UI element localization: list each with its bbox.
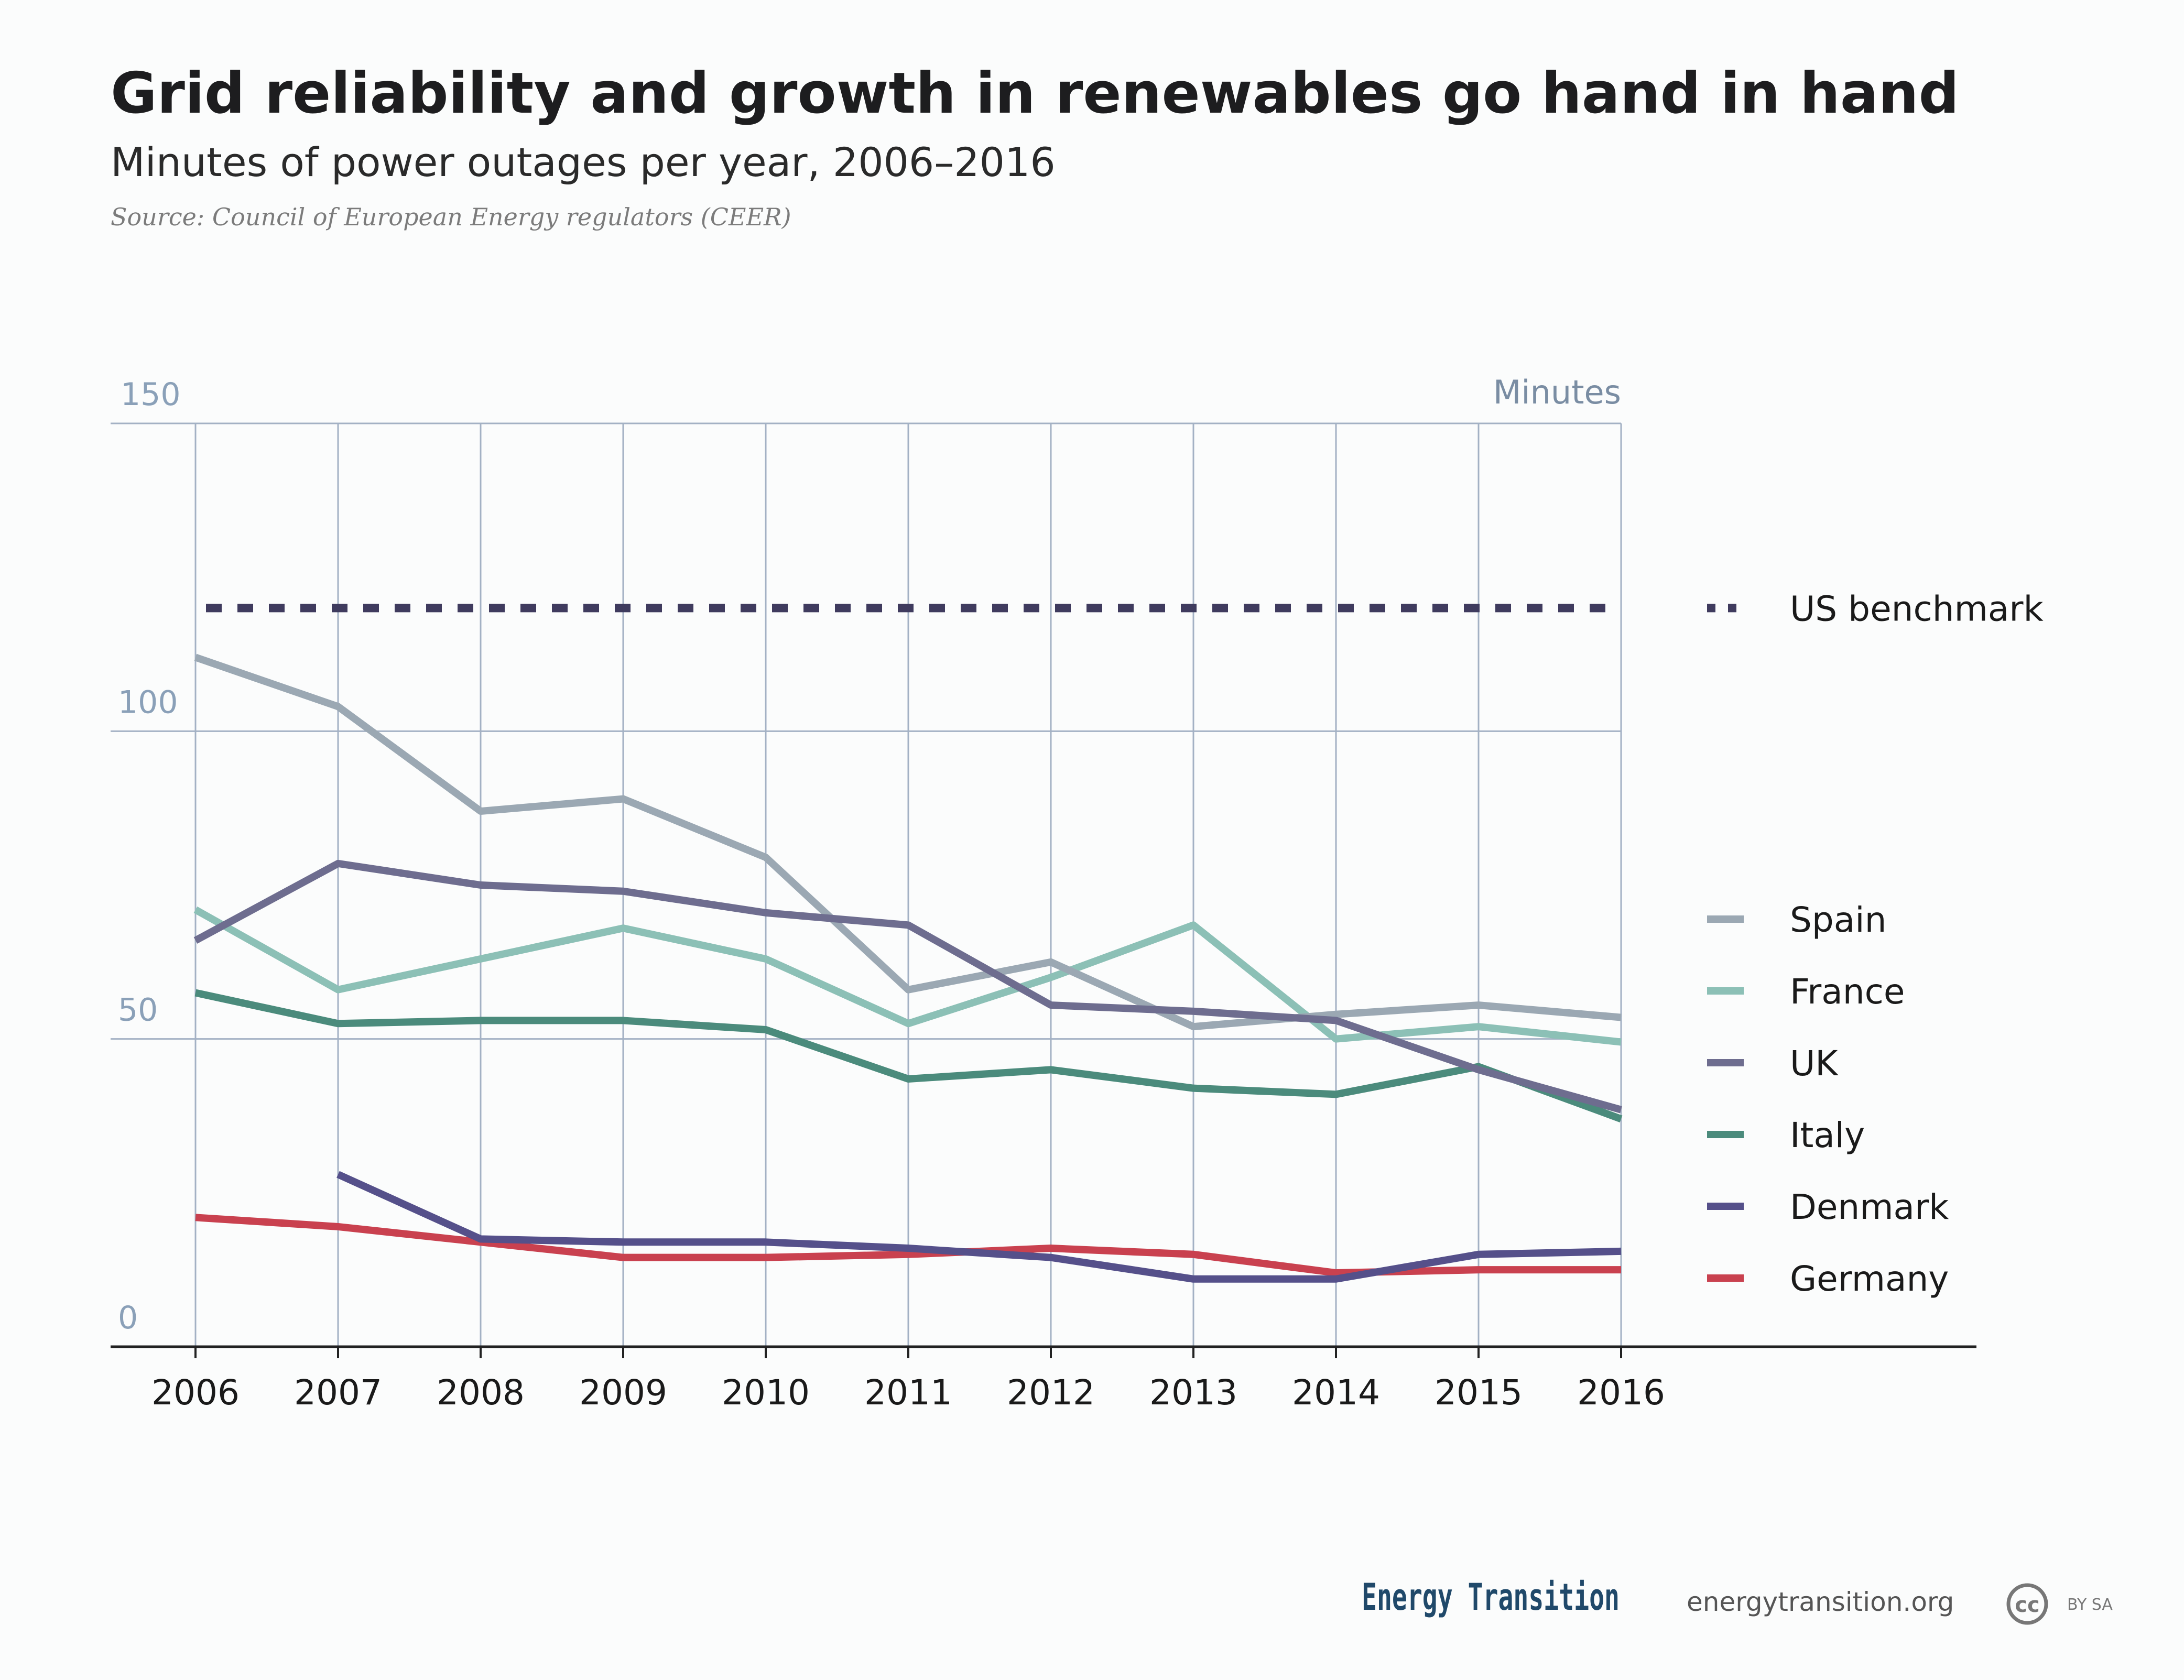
x-tick-label: 2013 — [1149, 1372, 1237, 1413]
x-tick-label: 2011 — [864, 1372, 952, 1413]
series-line-denmark — [336, 1171, 1622, 1283]
legend-label: France — [1790, 972, 1905, 1012]
license-text: BY SA — [2067, 1596, 2113, 1614]
legend-item-us-benchmark: US benchmark — [1707, 588, 2044, 629]
x-tick-label: 2006 — [151, 1372, 240, 1413]
y-tick-label: 150 — [121, 376, 181, 413]
chart-title: Grid reliability and growth in renewable… — [111, 61, 1959, 126]
legend-label: Italy — [1790, 1115, 1865, 1155]
x-tick-label: 2016 — [1577, 1372, 1665, 1413]
legend-label: UK — [1790, 1043, 1839, 1084]
y-tick-label: 50 — [118, 992, 158, 1029]
x-tick-label: 2015 — [1435, 1372, 1523, 1413]
x-tick-label: 2008 — [437, 1372, 525, 1413]
cc-mark: cc — [2015, 1593, 2039, 1617]
chart-subtitle: Minutes of power outages per year, 2006–… — [111, 139, 1056, 186]
brand-logo: Energy Transition — [1362, 1576, 1620, 1619]
legend-item-uk: UK — [1707, 1043, 1839, 1084]
y-tick-label: 100 — [118, 684, 178, 721]
legend-label: Spain — [1790, 900, 1886, 940]
legend-item-italy: Italy — [1707, 1115, 1865, 1155]
x-tick-label: 2014 — [1292, 1372, 1380, 1413]
legend-item-denmark: Denmark — [1707, 1187, 1949, 1227]
legend: US benchmark Spain France UK Italy Denmark Ger… — [1707, 588, 2044, 1299]
series-line-spain — [194, 653, 1622, 1031]
legend-item-france: France — [1707, 972, 1905, 1012]
footer: Energy Transition energytransition.org c… — [1362, 1576, 2113, 1625]
x-tick-label: 2010 — [722, 1372, 810, 1413]
legend-label: Denmark — [1790, 1187, 1949, 1227]
legend-label: Germany — [1790, 1259, 1949, 1299]
footer-url[interactable]: energytransition.org — [1687, 1587, 1954, 1617]
legend-item-germany: Germany — [1707, 1259, 1949, 1299]
chart-source: Source: Council of European Energy regul… — [111, 203, 791, 231]
grid-layer — [111, 422, 1622, 1347]
cc-license-icon: cc — [2006, 1583, 2048, 1625]
axis-layer: 0 50 100 150 2006 2007 2008 2009 2010 2011 2012 201… — [111, 373, 1976, 1413]
series-line-italy — [194, 989, 1623, 1122]
series-layer — [193, 604, 1623, 1283]
legend-item-spain: Spain — [1707, 900, 1886, 940]
x-tick-label: 2009 — [579, 1372, 667, 1413]
y-axis-unit-label: Minutes — [1493, 373, 1621, 411]
x-tick-label: 2007 — [294, 1372, 382, 1413]
y-tick-label: 0 — [118, 1300, 138, 1336]
series-line-uk — [193, 859, 1622, 1114]
x-tick-label: 2012 — [1007, 1372, 1095, 1413]
legend-label: US benchmark — [1790, 588, 2044, 629]
